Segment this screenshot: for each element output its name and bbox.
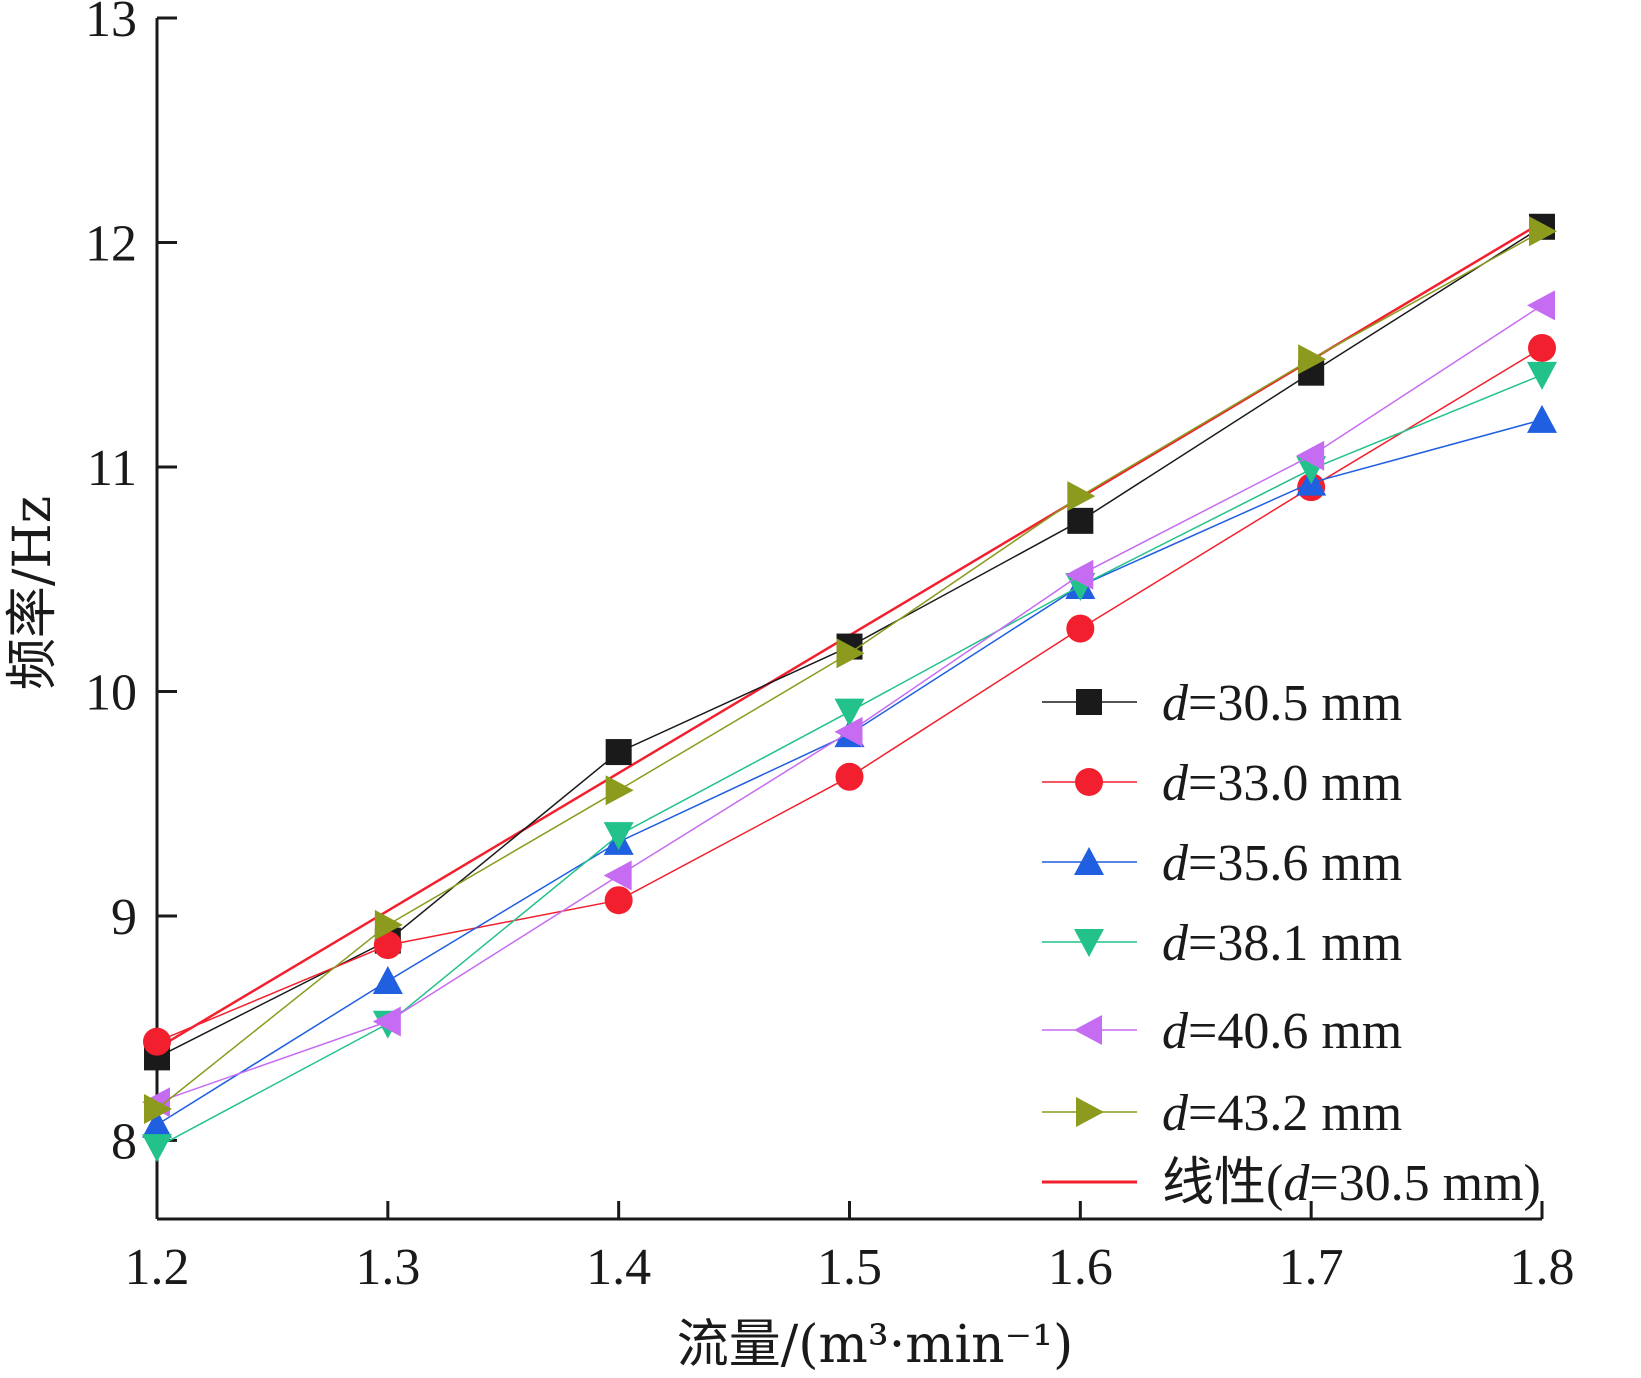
data-point xyxy=(1067,481,1096,512)
legend-swatch-marker xyxy=(1076,689,1102,715)
data-point xyxy=(1065,559,1094,590)
legend-item: d=30.5 mm xyxy=(1042,675,1402,732)
data-point xyxy=(605,739,632,766)
legend-item-fit: 线性(d=30.5 mm) xyxy=(1042,1155,1541,1212)
data-point xyxy=(1066,614,1095,643)
data-point xyxy=(372,966,403,995)
data-point xyxy=(1298,344,1327,375)
data-point xyxy=(836,638,865,669)
legend-swatch-marker xyxy=(1074,847,1104,875)
data-point xyxy=(374,909,403,940)
data-point xyxy=(142,1134,172,1163)
legend-swatch-marker xyxy=(1075,768,1103,796)
y-tick-label: 12 xyxy=(85,215,137,272)
x-tick-label: 1.2 xyxy=(125,1239,190,1296)
x-tick-label: 1.8 xyxy=(1510,1239,1575,1296)
data-point xyxy=(1527,361,1557,390)
legend-item: d=33.0 mm xyxy=(1042,755,1402,812)
legend-swatch-marker xyxy=(1074,1015,1102,1045)
x-tick-label: 1.7 xyxy=(1279,1239,1344,1296)
x-tick-label: 1.3 xyxy=(355,1239,420,1296)
data-point xyxy=(603,822,634,851)
data-point xyxy=(142,1109,172,1138)
data-point xyxy=(143,1027,171,1056)
y-tick-label: 9 xyxy=(111,889,137,946)
data-point xyxy=(1527,290,1555,321)
legend-item: d=35.6 mm xyxy=(1042,835,1402,892)
x-tick-label: 1.5 xyxy=(817,1239,882,1296)
y-tick-label: 13 xyxy=(85,0,137,48)
data-point xyxy=(603,860,632,891)
y-axis-ticks: 8 9 10 11 12 13 xyxy=(85,0,177,1170)
data-point xyxy=(1528,333,1556,362)
data-point xyxy=(144,1094,172,1125)
legend: d=30.5 mm d=33.0 mm d=35.6 mm d=38.1 mm d=40… xyxy=(1042,675,1541,1212)
legend-item: d=40.6 mm xyxy=(1042,1003,1402,1060)
data-point xyxy=(834,698,865,727)
series-5 xyxy=(142,290,1555,1118)
x-tick-label: 1.4 xyxy=(586,1239,651,1296)
x-axis-title: 流量/(m³·min⁻¹) xyxy=(677,1315,1074,1375)
legend-item: d=38.1 mm xyxy=(1042,915,1402,972)
legend-label: d=38.1 mm xyxy=(1162,915,1402,972)
series-layer xyxy=(142,213,1557,1163)
legend-swatch-marker xyxy=(1074,929,1104,957)
data-point xyxy=(1296,440,1325,471)
y-tick-label: 8 xyxy=(111,1113,137,1170)
legend-label: d=33.0 mm xyxy=(1162,755,1402,812)
legend-item: d=43.2 mm xyxy=(1042,1085,1402,1142)
series-6 xyxy=(144,216,1557,1125)
data-point xyxy=(834,716,863,747)
data-point xyxy=(373,931,402,960)
y-tick-label: 11 xyxy=(87,440,137,497)
data-point xyxy=(372,1006,401,1037)
x-axis-ticks: 1.2 1.3 1.4 1.5 1.6 1.7 1.8 xyxy=(125,1201,1575,1296)
legend-label: d=30.5 mm xyxy=(1162,675,1402,732)
data-point xyxy=(1527,404,1557,433)
y-tick-label: 10 xyxy=(85,664,137,721)
y-axis-title: 频率/Hz xyxy=(3,496,63,690)
plot-area: 8 9 10 11 12 13 1.2 1.3 1.4 1.5 1.6 1.7 1.8 xyxy=(85,0,1575,1296)
legend-label: d=40.6 mm xyxy=(1162,1003,1402,1060)
data-point xyxy=(1529,216,1557,247)
legend-label: d=35.6 mm xyxy=(1162,835,1402,892)
series-line xyxy=(156,230,1543,1110)
legend-swatch-marker xyxy=(1076,1097,1104,1127)
legend-label: d=43.2 mm xyxy=(1162,1085,1402,1142)
x-tick-label: 1.6 xyxy=(1048,1239,1113,1296)
data-point xyxy=(605,775,634,806)
legend-label: 线性(d=30.5 mm) xyxy=(1162,1155,1541,1212)
data-point xyxy=(835,762,864,791)
data-point xyxy=(1067,507,1094,534)
data-point xyxy=(604,886,633,915)
